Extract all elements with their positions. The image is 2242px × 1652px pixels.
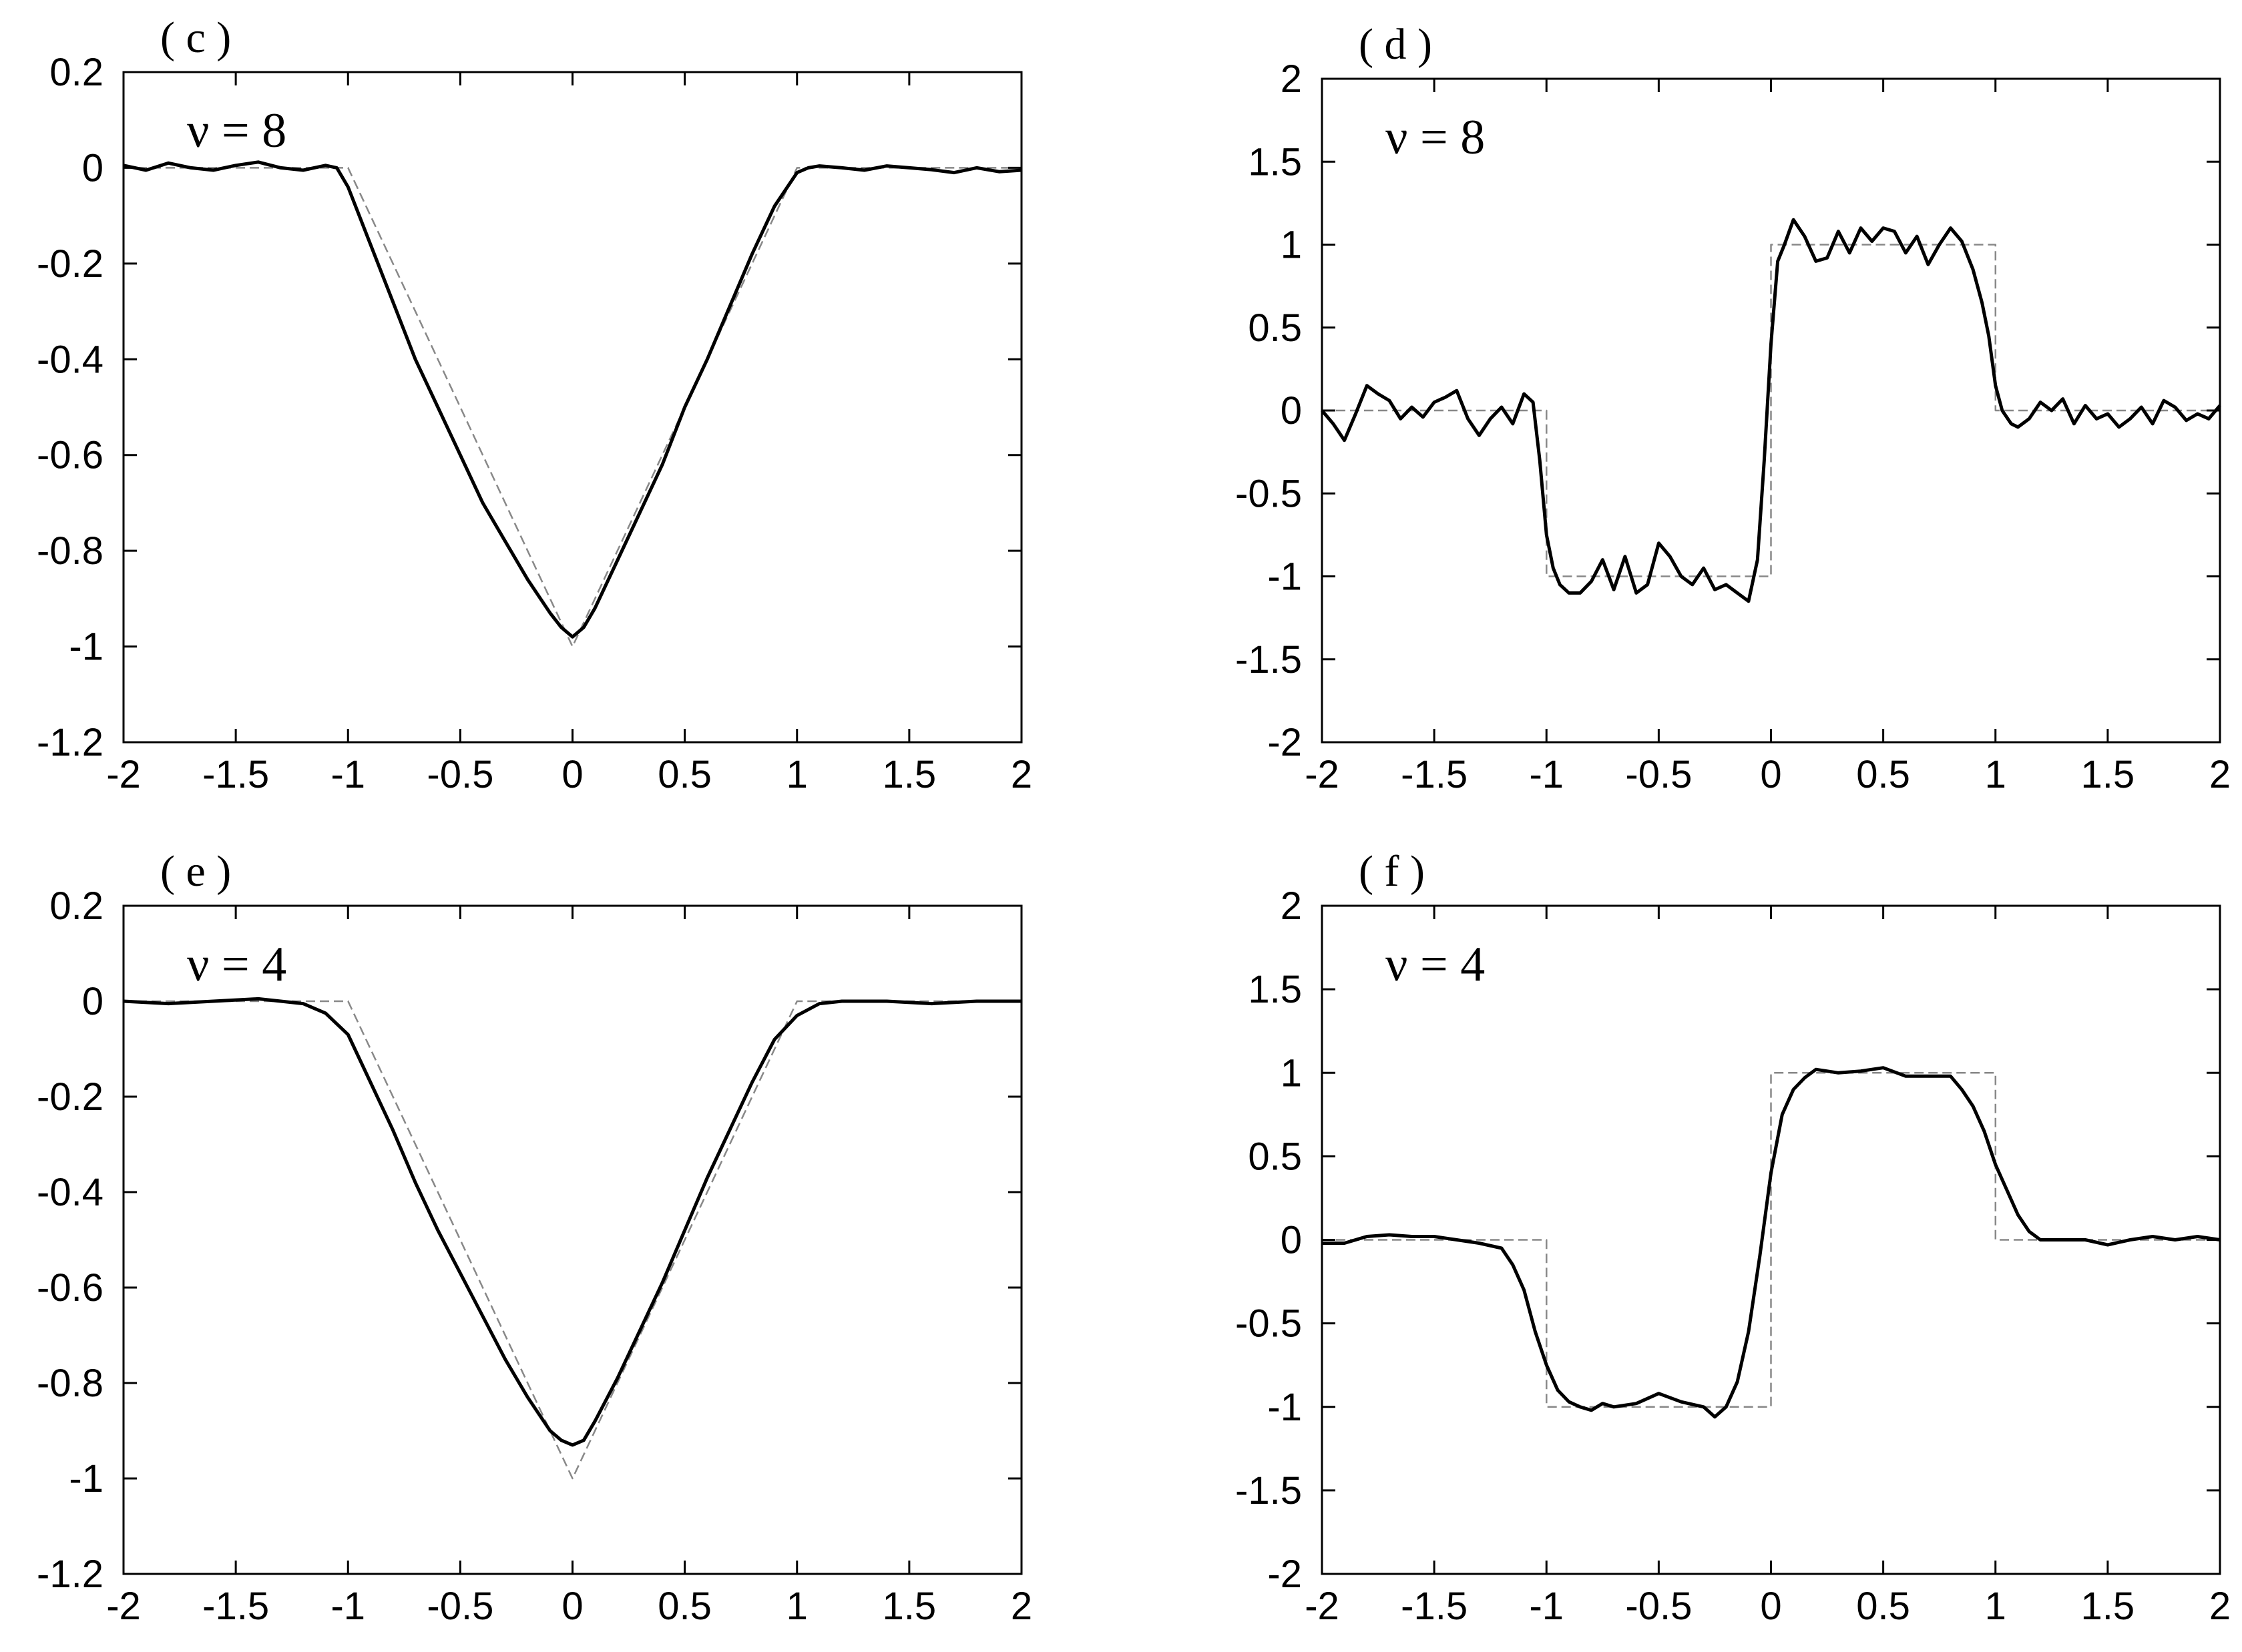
y-tick-label: -1.5 [1235, 638, 1302, 681]
nu-annotation: ν = 8 [187, 103, 286, 158]
y-tick-label: -2 [1267, 721, 1302, 764]
y-tick-label: 1 [1281, 1051, 1302, 1095]
y-tick-label: 2 [1281, 57, 1302, 101]
x-tick-label: 1 [787, 753, 808, 796]
x-tick-label: 0.5 [658, 1585, 712, 1628]
y-tick-label: 0 [82, 146, 103, 190]
y-tick-label: -1 [69, 625, 103, 669]
y-tick-label: 1 [1281, 224, 1302, 267]
x-tick-label: 2 [2209, 1585, 2231, 1628]
nu-annotation: ν = 8 [1385, 110, 1485, 165]
y-tick-label: -0.8 [37, 529, 103, 573]
x-tick-label: -2 [1305, 753, 1339, 796]
x-tick-label: 2 [2209, 753, 2231, 796]
x-tick-label: 1.5 [2081, 753, 2135, 796]
x-tick-label: -0.5 [1625, 1585, 1692, 1628]
x-tick-label: -1.5 [202, 1585, 269, 1628]
x-tick-label: 1.5 [883, 753, 937, 796]
plot-frame-c [122, 71, 1023, 744]
x-tick-label: 1.5 [883, 1585, 937, 1628]
panel-d: -2 -1.5 -1 -0.5 0 0.5 1 1.5 2 2 1.5 1 0.5 0 -0.5 -1 -1.5… [1235, 20, 2231, 796]
x-tick-label: 2 [1011, 753, 1032, 796]
x-tick-label: -2 [106, 753, 141, 796]
x-tick-label: -1.5 [1401, 753, 1468, 796]
y-tick-label: 0 [82, 980, 103, 1023]
y-tick-label: -1.2 [37, 721, 103, 764]
reference-line-c [124, 167, 1022, 647]
y-tick-label: 0.5 [1248, 1135, 1302, 1178]
y-tick-label: -0.5 [1235, 472, 1302, 515]
y-tick-label: 0 [1281, 1219, 1302, 1262]
x-tick-label: 0 [562, 753, 583, 796]
y-tick-label: 0.2 [49, 51, 103, 94]
y-tick-label: -2 [1267, 1553, 1302, 1596]
estimate-line-e [123, 997, 1022, 1447]
x-tick-label: -2 [106, 1585, 141, 1628]
y-tick-label: -0.8 [37, 1362, 103, 1405]
x-tick-label: -1 [1529, 753, 1564, 796]
y-tick-label: 0.5 [1248, 306, 1302, 350]
panel-c: -2 -1.5 -1 -0.5 0 0.5 1 1.5 2 0.2 0 -0.2 -0.4 -0.6 -0.… [37, 13, 1032, 796]
x-tick-label: 2 [1011, 1585, 1032, 1628]
y-tick-label: 2 [1281, 884, 1302, 928]
y-tick-label: -1.5 [1235, 1469, 1302, 1512]
estimate-line-d [1321, 218, 2221, 603]
reference-line-f [1322, 1072, 2220, 1408]
y-tick-label: -1 [1267, 1386, 1302, 1429]
x-tick-label: 1 [1985, 753, 2006, 796]
panel-label: ( c ) [160, 13, 231, 62]
x-tick-label: -1 [330, 753, 365, 796]
plot-frame-e [122, 904, 1023, 1575]
estimate-line-f [1322, 1066, 2221, 1419]
panel-label: ( d ) [1359, 20, 1432, 69]
panel-label: ( f ) [1359, 847, 1425, 896]
x-tick-label: 0 [562, 1585, 583, 1628]
y-tick-label: -0.4 [37, 1171, 103, 1214]
x-tick-label: 1 [787, 1585, 808, 1628]
x-tick-label: -0.5 [1625, 753, 1692, 796]
x-tick-label: -1 [330, 1585, 365, 1628]
reference-line-d [1322, 244, 2220, 577]
y-tick-label: 1.5 [1248, 968, 1302, 1011]
x-tick-label: 1 [1985, 1585, 2006, 1628]
y-tick-label: -1.2 [37, 1553, 103, 1596]
x-tick-label: -0.5 [427, 753, 493, 796]
y-tick-label: 0.2 [49, 884, 103, 928]
x-tick-label: 0.5 [1856, 753, 1910, 796]
reference-line-e [124, 1000, 1022, 1480]
estimate-line-c [123, 160, 1022, 639]
x-tick-label: 0.5 [1856, 1585, 1910, 1628]
panel-label: ( e ) [160, 847, 231, 896]
y-tick-label: -1 [1267, 555, 1302, 599]
x-tick-label: -1 [1529, 1585, 1564, 1628]
x-tick-label: -1.5 [1401, 1585, 1468, 1628]
y-tick-label: -0.5 [1235, 1302, 1302, 1346]
x-tick-label: 1.5 [2081, 1585, 2135, 1628]
panel-f: -2 -1.5 -1 -0.5 0 0.5 1 1.5 2 2 1.5 1 0.5 0 -0.5 -1 -1.5… [1235, 847, 2231, 1628]
panel-e: -2 -1.5 -1 -0.5 0 0.5 1 1.5 2 0.2 0 -0.2 -0.4 -0.6 -0.… [37, 847, 1032, 1628]
x-tick-label: -1.5 [202, 753, 269, 796]
nu-annotation: ν = 4 [1385, 937, 1485, 992]
x-tick-label: -0.5 [427, 1585, 493, 1628]
x-tick-label: -2 [1305, 1585, 1339, 1628]
y-tick-label: -0.4 [37, 338, 103, 381]
x-tick-label: 0 [1760, 1585, 1781, 1628]
y-tick-label: -1 [69, 1457, 103, 1500]
y-tick-label: -0.2 [37, 1075, 103, 1119]
y-tick-label: 0 [1281, 389, 1302, 433]
y-tick-label: -0.6 [37, 434, 103, 477]
x-tick-label: 0.5 [658, 753, 712, 796]
x-tick-label: 0 [1760, 753, 1781, 796]
y-tick-label: -0.2 [37, 242, 103, 286]
nu-annotation: ν = 4 [187, 937, 286, 992]
y-tick-label: 1.5 [1248, 140, 1302, 184]
y-tick-label: -0.6 [37, 1266, 103, 1310]
